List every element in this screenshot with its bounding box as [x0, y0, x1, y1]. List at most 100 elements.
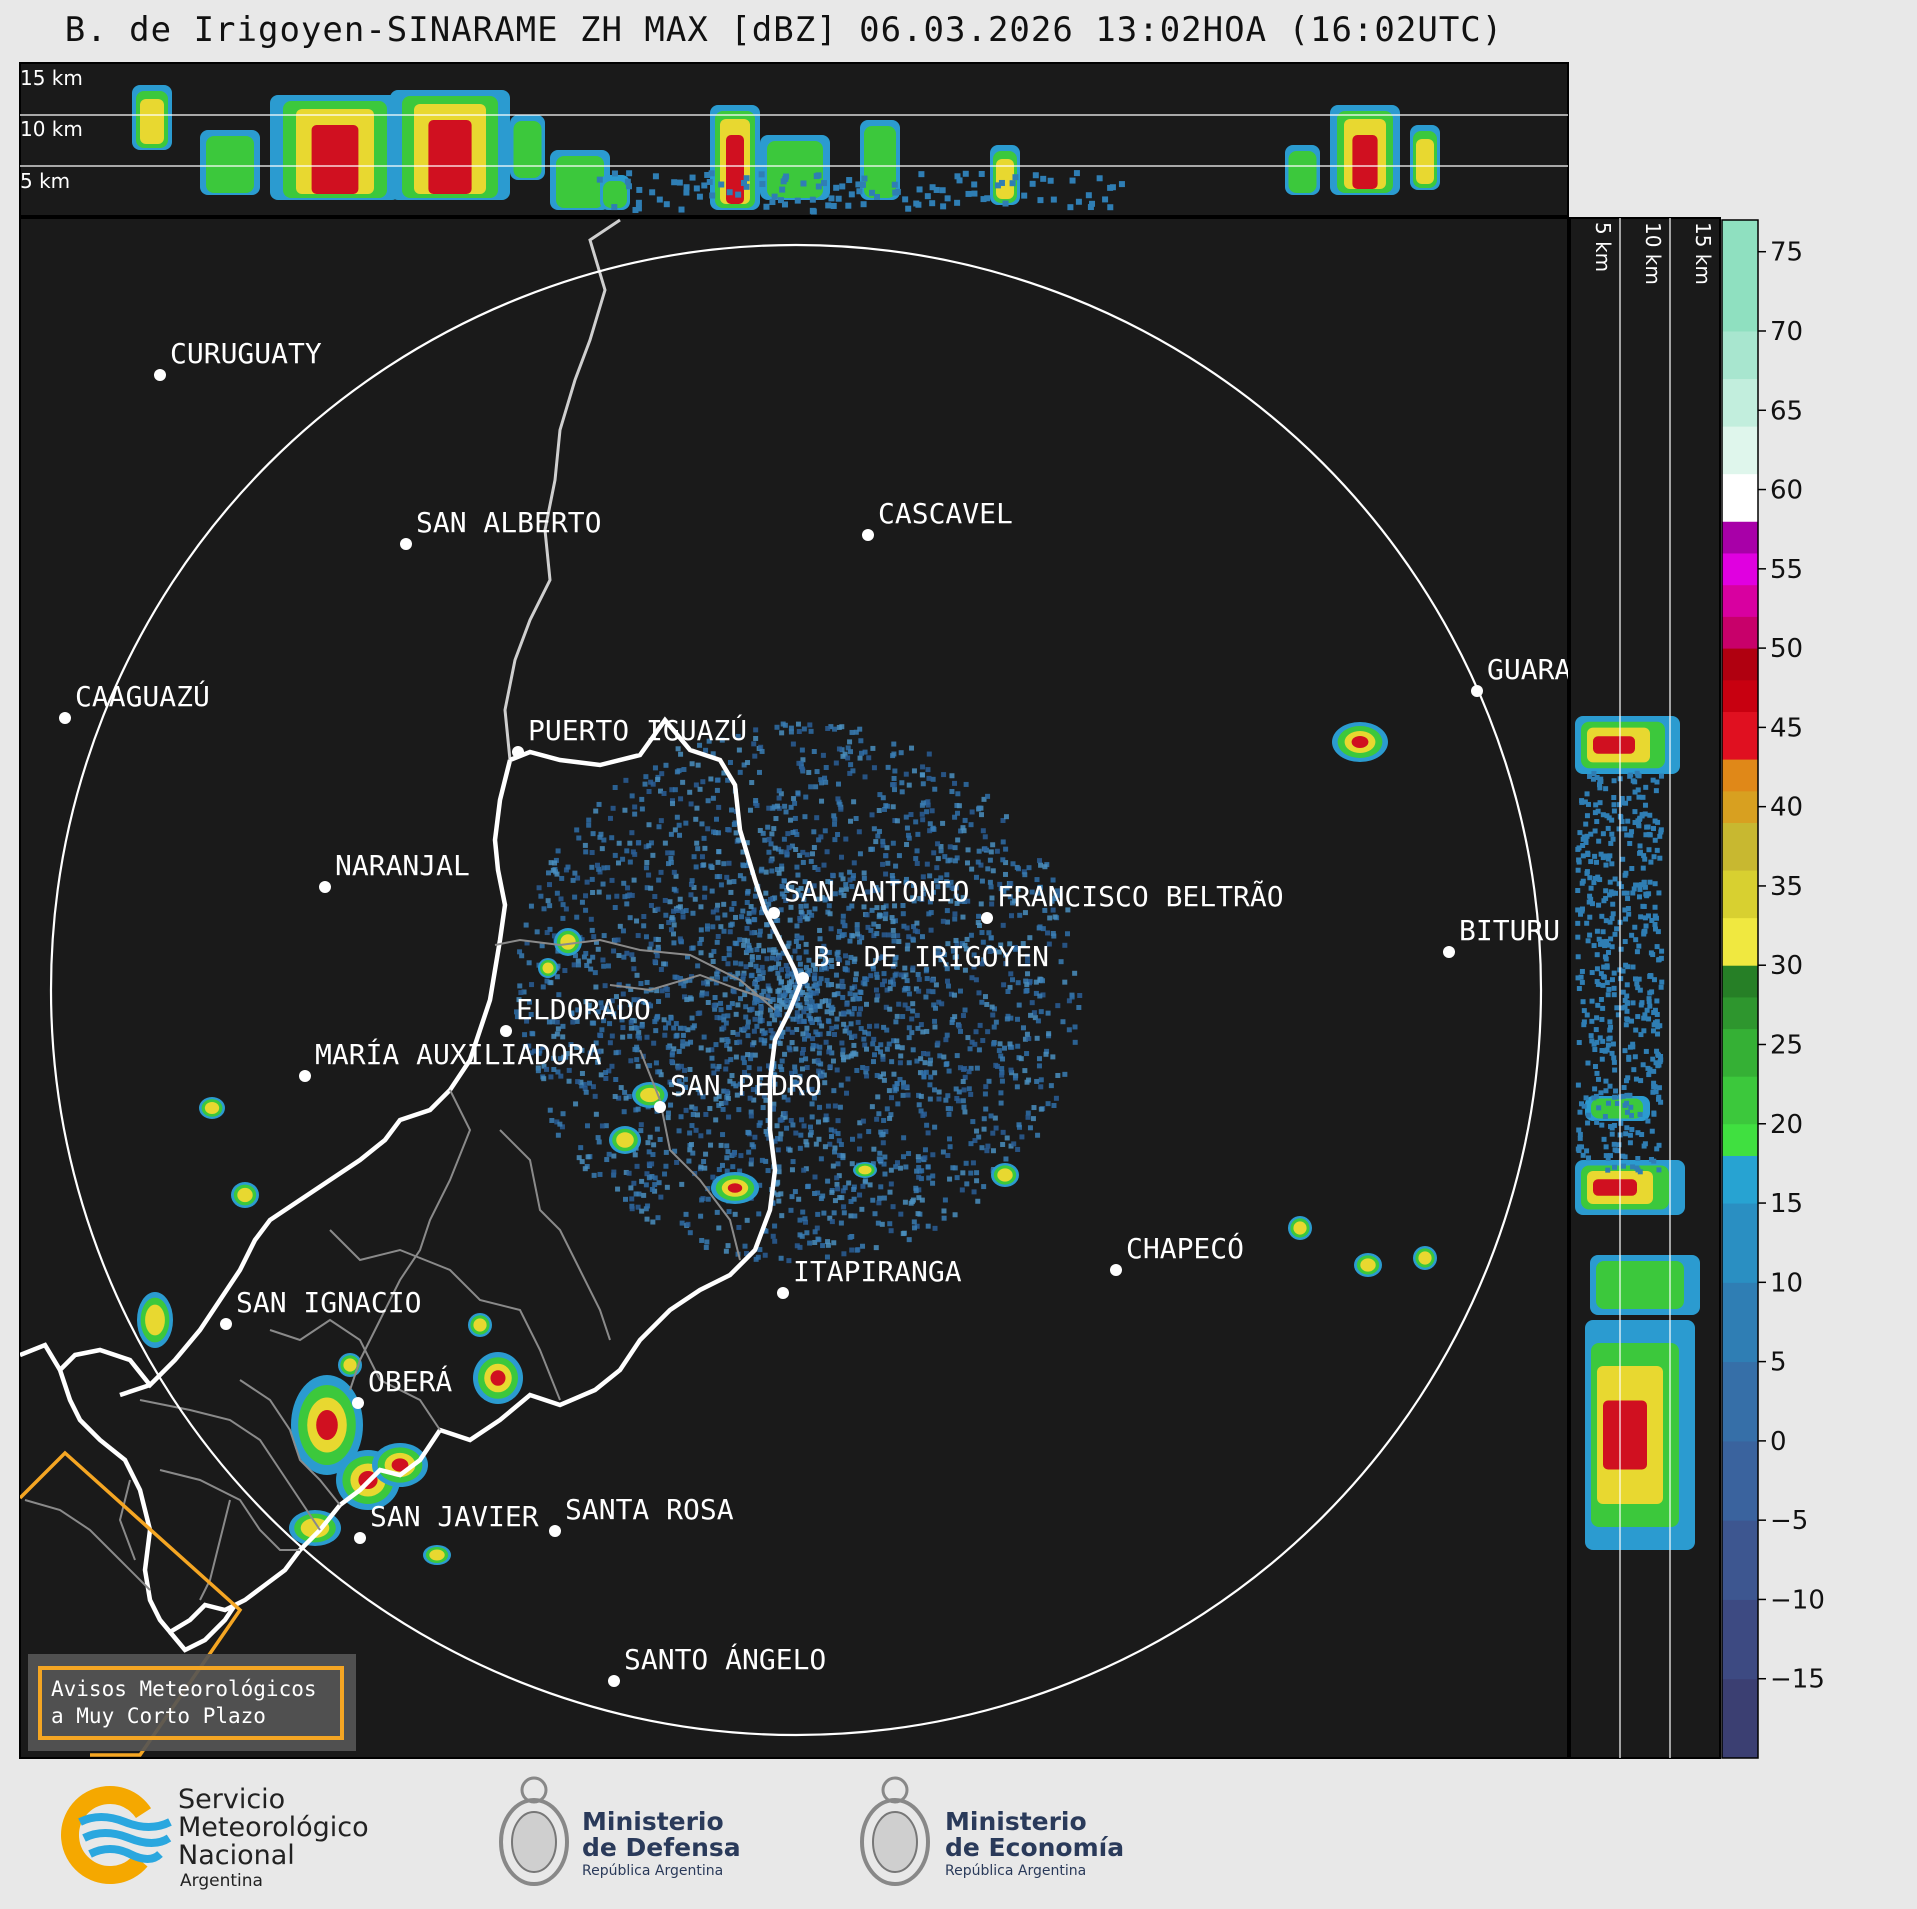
- smn-logo: Servicio Meteorológico Nacional Argentin…: [61, 1784, 369, 1891]
- echo-pixel: [683, 908, 689, 914]
- side-echo-pixel: [1652, 922, 1658, 928]
- side-echo-pixel: [1599, 1056, 1605, 1062]
- city-label: SAN PEDRO: [670, 1069, 822, 1102]
- top-echo-pixel: [929, 200, 936, 207]
- echo-pixel: [554, 1019, 560, 1025]
- top-echo-pixel: [1029, 180, 1036, 187]
- echo-pixel: [956, 1089, 962, 1095]
- echo-pixel: [646, 1161, 652, 1167]
- echo-pixel: [870, 888, 876, 894]
- echo-pixel: [944, 978, 950, 984]
- side-echo-pixel: [1630, 1041, 1636, 1047]
- warning-legend-box[interactable]: Avisos Meteorológicos a Muy Corto Plazo: [28, 1654, 356, 1751]
- echo-pixel: [852, 1033, 858, 1039]
- side-echo-pixel: [1579, 880, 1585, 886]
- echo-pixel: [961, 1087, 967, 1093]
- side-echo-pixel: [1581, 1019, 1587, 1025]
- echo-pixel: [811, 1095, 817, 1101]
- echo-pixel: [812, 972, 818, 978]
- echo-pixel: [849, 1136, 855, 1142]
- echo-pixel: [899, 780, 905, 786]
- echo-pixel: [680, 1032, 686, 1038]
- echo-pixel: [773, 917, 779, 923]
- echo-pixel: [913, 856, 919, 862]
- colorbar-band: [1722, 1282, 1758, 1363]
- echo-pixel: [819, 895, 825, 901]
- echo-pixel: [1017, 912, 1023, 918]
- echo-pixel: [984, 1001, 990, 1007]
- echo-pixel: [911, 898, 917, 904]
- top-echo-pixel: [743, 175, 750, 182]
- side-echo-pixel: [1612, 931, 1618, 937]
- echo-pixel: [954, 1175, 960, 1181]
- echo-pixel: [887, 986, 893, 992]
- echo-pixel: [1016, 1002, 1022, 1008]
- echo-pixel: [760, 975, 766, 981]
- echo-pixel: [1015, 866, 1021, 872]
- echo-pixel: [801, 1036, 807, 1042]
- echo-pixel: [744, 863, 750, 869]
- echo-pixel: [726, 1114, 732, 1120]
- echo-pixel: [961, 828, 967, 834]
- echo-pixel: [881, 1071, 887, 1077]
- echo-pixel: [624, 901, 630, 907]
- echo-pixel: [595, 1057, 601, 1063]
- side-echo-pixel: [1600, 982, 1606, 988]
- echo-pixel: [724, 1143, 730, 1149]
- side-echo-pixel: [1599, 913, 1605, 919]
- echo-pixel: [920, 764, 926, 770]
- echo-pixel: [909, 745, 915, 751]
- colorbar-band: [1722, 759, 1758, 792]
- echo-pixel: [863, 1069, 869, 1075]
- echo-pixel: [643, 988, 649, 994]
- echo-pixel: [758, 1005, 764, 1011]
- echo-pixel: [782, 1111, 788, 1117]
- echo-pixel: [779, 866, 785, 872]
- echo-pixel: [813, 1141, 819, 1147]
- echo-pixel: [774, 1180, 780, 1186]
- echo-pixel: [655, 777, 661, 783]
- echo-pixel: [1012, 1075, 1018, 1081]
- echo-pixel: [942, 854, 948, 860]
- echo-pixel: [868, 927, 874, 933]
- top-echo-pixel: [632, 207, 639, 214]
- echo-pixel: [877, 1195, 883, 1201]
- echo-pixel: [834, 1181, 840, 1187]
- top-echo-column: [132, 85, 172, 150]
- echo-pixel: [835, 1186, 841, 1192]
- side-echo-pixel: [1654, 779, 1660, 785]
- echo-pixel: [627, 915, 633, 921]
- echo-pixel: [752, 1016, 758, 1022]
- echo-pixel: [914, 1012, 920, 1018]
- echo-pixel: [612, 1093, 618, 1099]
- echo-pixel: [988, 884, 994, 890]
- echo-pixel: [524, 1018, 530, 1024]
- echo-pixel: [813, 1043, 819, 1049]
- city-label: MARÍA AUXILIADORA: [315, 1037, 602, 1071]
- echo-pixel: [992, 1115, 998, 1121]
- echo-pixel: [952, 1165, 958, 1171]
- echo-pixel: [706, 738, 712, 744]
- echo-pixel: [960, 895, 966, 901]
- echo-pixel: [975, 859, 981, 865]
- echo-pixel: [646, 843, 652, 849]
- top-echo-pixel: [810, 208, 817, 215]
- echo-pixel: [1066, 1027, 1072, 1033]
- echo-pixel: [811, 829, 817, 835]
- echo-pixel: [693, 864, 699, 870]
- echo-pixel: [733, 914, 739, 920]
- echo-pixel: [846, 905, 852, 911]
- echo-pixel: [713, 1117, 719, 1123]
- echo-pixel: [627, 840, 633, 846]
- echo-pixel: [615, 1186, 621, 1192]
- echo-pixel: [883, 871, 889, 877]
- echo-pixel: [804, 983, 810, 989]
- side-echo-pixel: [1594, 928, 1600, 934]
- top-echo-pixel: [828, 195, 835, 202]
- side-echo-pixel: [1637, 987, 1643, 993]
- side-echo-pixel: [1577, 830, 1583, 836]
- echo-pixel: [698, 936, 704, 942]
- side-echo-pixel: [1578, 911, 1584, 917]
- echo-pixel: [824, 849, 830, 855]
- echo-pixel: [578, 1145, 584, 1151]
